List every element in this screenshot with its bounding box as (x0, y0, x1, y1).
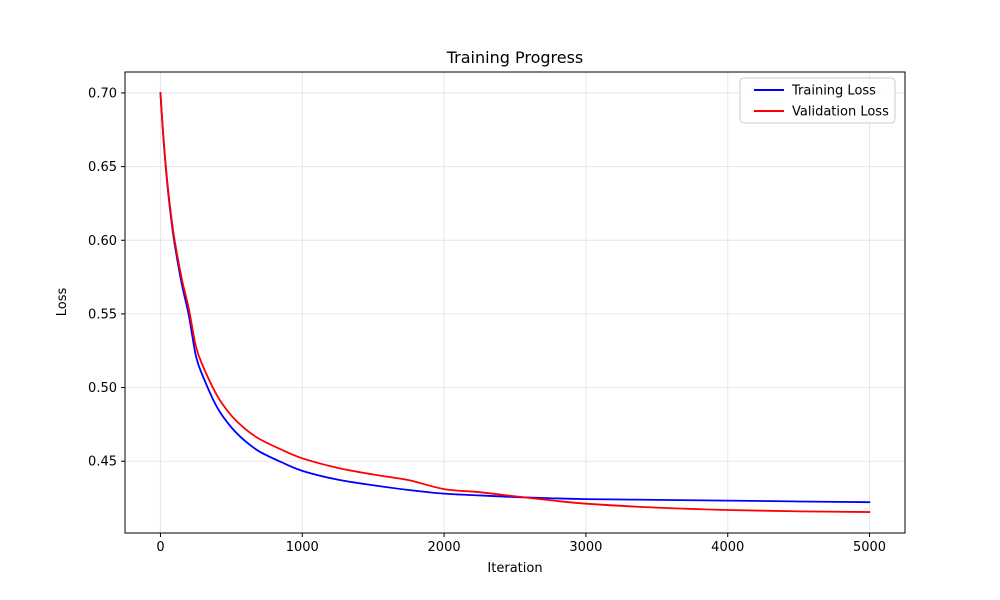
x-tick-label: 3000 (569, 540, 602, 555)
x-tick-label: 4000 (711, 540, 744, 555)
legend-item-validation-loss: Validation Loss (754, 105, 889, 120)
x-tick-label: 0 (156, 540, 164, 555)
legend-label: Training Loss (791, 84, 876, 99)
x-tick-label: 2000 (428, 540, 461, 555)
axis-ticks (121, 92, 871, 537)
y-tick-label: 0.60 (88, 234, 117, 249)
series-line-training-loss (159, 92, 871, 504)
legend-label: Validation Loss (792, 105, 889, 120)
series-line-validation-loss (159, 92, 871, 513)
legend: Training Loss Validation Loss (739, 77, 896, 124)
chart-title: Training Progress (446, 48, 584, 67)
y-tick-label: 0.55 (88, 307, 117, 322)
x-tick-label: 1000 (286, 540, 319, 555)
axes-spines (124, 71, 906, 534)
data-series (159, 92, 871, 513)
x-tick-label: 5000 (853, 540, 886, 555)
y-tick-label: 0.50 (88, 381, 117, 396)
plot-border (124, 71, 906, 534)
x-axis-label: Iteration (487, 561, 542, 576)
y-tick-label: 0.45 (88, 455, 117, 470)
y-tick-label: 0.65 (88, 160, 117, 175)
axis-tick-labels: 0 1000 2000 3000 4000 5000 0.45 0.50 0.55 0.60 0.6… (88, 86, 886, 555)
y-tick-label: 0.70 (88, 86, 117, 101)
legend-item-training-loss: Training Loss (754, 84, 876, 99)
y-axis-label: Loss (55, 288, 70, 317)
grid-lines (125, 72, 905, 533)
